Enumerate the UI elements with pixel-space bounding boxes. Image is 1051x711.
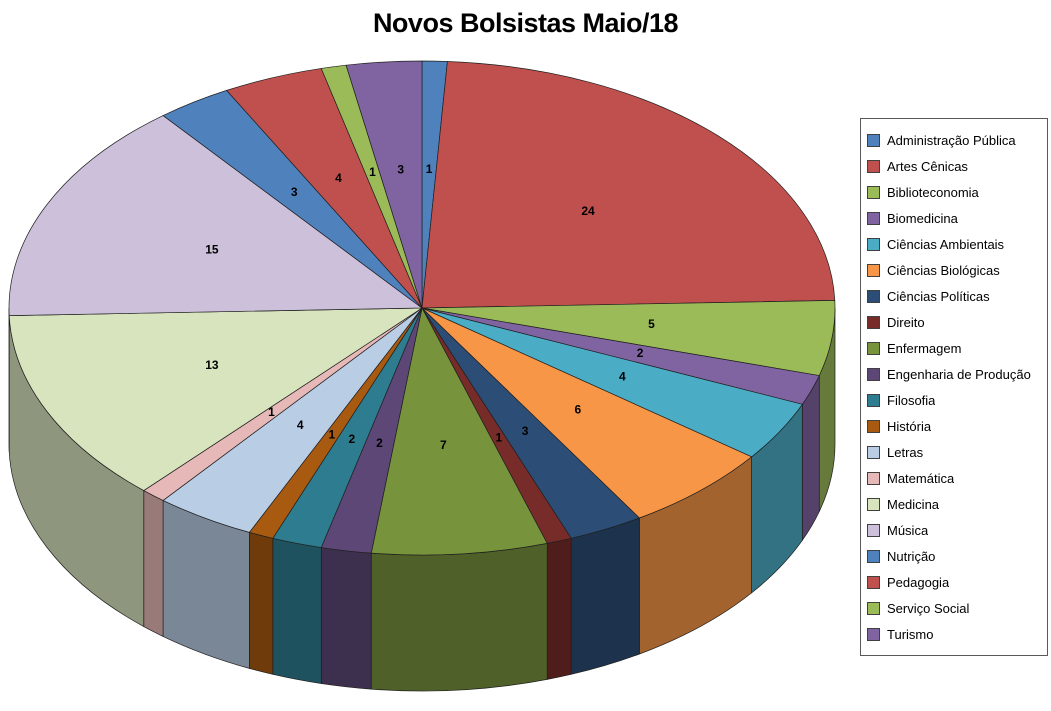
pie-slice-side-enfermagem[interactable] [370,542,548,692]
legend-swatch-historia [867,419,880,433]
data-label-filosofia: 2 [349,432,356,446]
legend-label-nutricao: Nutrição [887,548,936,564]
legend-item-turismo[interactable]: Turismo [867,621,1041,647]
pie-slice-medicina[interactable] [8,307,424,491]
legend-swatch-filosofia [867,393,880,407]
legend-label-pedagogia: Pedagogia [887,574,950,590]
legend-item-letras[interactable]: Letras [867,439,1041,465]
legend-label-biomedicina: Biomedicina [887,210,958,226]
legend-label-turismo: Turismo [887,626,934,642]
pie-slice-ciencias-biologicas[interactable] [421,307,753,519]
legend-swatch-nutricao [867,549,880,563]
legend-label-biblioteconomia: Biblioteconomia [887,184,979,200]
pie-slice-turismo[interactable] [345,60,423,309]
pie-slice-side-ciencias-politicas[interactable] [570,517,640,675]
legend-swatch-artes-cenicas [867,159,880,173]
legend-item-administracao-publica[interactable]: Administração Pública [867,127,1041,153]
legend-label-artes-cenicas: Artes Cênicas [887,158,968,174]
legend-item-ciencias-politicas[interactable]: Ciências Políticas [867,283,1041,309]
legend-label-historia: História [887,418,932,434]
legend-swatch-pedagogia [867,575,880,589]
pie-slice-side-direito[interactable] [546,537,572,680]
legend-swatch-ciencias-ambientais [867,237,880,251]
legend-swatch-enfermagem [867,341,880,355]
legend-label-servico-social: Serviço Social [887,600,970,616]
legend-item-historia[interactable]: História [867,413,1041,439]
legend-item-medicina[interactable]: Medicina [867,491,1041,517]
legend-label-direito: Direito [887,314,925,330]
data-label-artes-cenicas: 24 [581,204,595,218]
legend-swatch-letras [867,445,880,459]
data-label-nutricao: 3 [291,185,298,199]
legend-label-engenharia-de-producao: Engenharia de Produção [887,366,1031,382]
chart-title: Novos Bolsistas Maio/18 [372,8,679,38]
legend-item-artes-cenicas[interactable]: Artes Cênicas [867,153,1041,179]
data-label-direito: 1 [496,431,503,445]
legend-swatch-direito [867,315,880,329]
legend-label-enfermagem: Enfermagem [887,340,962,356]
legend-swatch-musica [867,523,880,537]
data-label-matematica: 1 [268,405,275,419]
pie-slice-musica[interactable] [8,115,424,316]
data-label-ciencias-biologicas: 6 [574,402,581,416]
legend-label-administracao-publica: Administração Pública [887,132,1016,148]
legend-item-filosofia[interactable]: Filosofia [867,387,1041,413]
legend: Administração Pública Artes Cênicas Biblio… [860,118,1048,656]
legend-label-matematica: Matemática [887,470,955,486]
legend-swatch-biomedicina [867,211,880,225]
pie-slice-side-matematica[interactable] [143,489,164,637]
legend-label-ciencias-biologicas: Ciências Biológicas [887,262,1000,278]
data-label-biblioteconomia: 5 [648,317,655,331]
pie-slice-artes-cenicas[interactable] [421,61,836,309]
pie-slice-enfermagem[interactable] [370,306,548,556]
data-label-ciencias-ambientais: 4 [619,369,626,383]
legend-swatch-ciencias-politicas [867,289,880,303]
data-label-musica: 15 [205,242,219,256]
legend-label-ciencias-politicas: Ciências Políticas [887,288,990,304]
legend-item-biblioteconomia[interactable]: Biblioteconomia [867,179,1041,205]
legend-label-letras: Letras [887,444,924,460]
data-label-ciencias-politicas: 3 [522,424,529,438]
data-label-engenharia-de-producao: 2 [376,436,383,450]
pie-slice-side-filosofia[interactable] [272,537,322,684]
legend-swatch-engenharia-de-producao [867,367,880,381]
legend-item-ciencias-ambientais[interactable]: Ciências Ambientais [867,231,1041,257]
data-label-historia: 1 [329,428,336,442]
legend-item-pedagogia[interactable]: Pedagogia [867,569,1041,595]
legend-label-medicina: Medicina [887,496,940,512]
data-label-letras: 4 [297,418,304,432]
data-label-servico-social: 1 [369,165,376,179]
legend-item-nutricao[interactable]: Nutrição [867,543,1041,569]
legend-item-musica[interactable]: Música [867,517,1041,543]
pie-slice-side-engenharia-de-producao[interactable] [320,547,372,690]
legend-swatch-servico-social [867,601,880,615]
legend-item-matematica[interactable]: Matemática [867,465,1041,491]
legend-item-engenharia-de-producao[interactable]: Engenharia de Produção [867,361,1041,387]
legend-swatch-matematica [867,471,880,485]
legend-swatch-medicina [867,497,880,511]
data-label-medicina: 13 [205,358,219,372]
legend-item-biomedicina[interactable]: Biomedicina [867,205,1041,231]
data-label-biomedicina: 2 [637,346,644,360]
legend-item-ciencias-biologicas[interactable]: Ciências Biológicas [867,257,1041,283]
legend-item-direito[interactable]: Direito [867,309,1041,335]
legend-swatch-biblioteconomia [867,185,880,199]
legend-swatch-turismo [867,627,880,641]
legend-label-filosofia: Filosofia [887,392,936,408]
pie-slice-side-historia[interactable] [249,531,274,675]
legend-label-musica: Música [887,522,929,538]
legend-swatch-administracao-publica [867,133,880,147]
legend-item-enfermagem[interactable]: Enfermagem [867,335,1041,361]
legend-label-ciencias-ambientais: Ciências Ambientais [887,236,1005,252]
data-label-enfermagem: 7 [440,438,447,452]
legend-swatch-ciencias-biologicas [867,263,880,277]
legend-item-servico-social[interactable]: Serviço Social [867,595,1041,621]
data-label-administracao-publica: 1 [426,162,433,176]
data-label-pedagogia: 4 [335,171,342,185]
data-label-turismo: 3 [397,162,404,176]
